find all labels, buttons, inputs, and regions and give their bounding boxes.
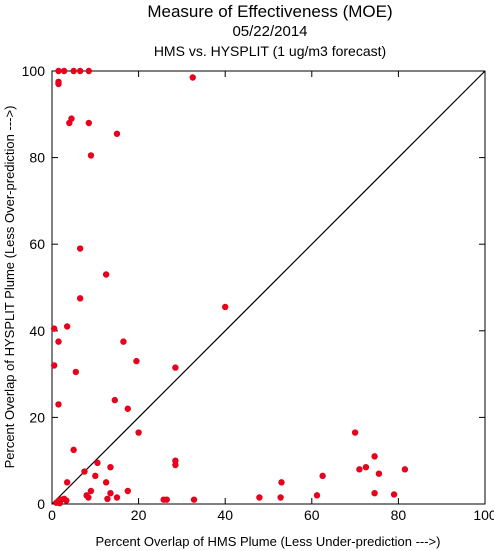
- data-point: [60, 67, 68, 75]
- data-point: [356, 466, 363, 473]
- data-point: [256, 494, 263, 501]
- data-point: [76, 67, 84, 75]
- data-point: [133, 357, 140, 365]
- data-point: [124, 487, 131, 495]
- data-point: [70, 446, 77, 454]
- data-point: [371, 453, 378, 460]
- data-point: [85, 119, 93, 127]
- plot-frame: [51, 70, 486, 505]
- data-point: [107, 489, 114, 497]
- chart-subtitle: HMS vs. HYSPLIT (1 ug/m3 forecast): [153, 43, 387, 59]
- data-point: [135, 429, 142, 436]
- data-point: [50, 362, 58, 369]
- data-point: [92, 472, 99, 480]
- data-point: [81, 468, 88, 475]
- data-point: [278, 479, 285, 486]
- data-point: [55, 401, 62, 408]
- data-point: [172, 457, 179, 464]
- x-tick-label: 0: [48, 507, 56, 523]
- x-tick-label: 40: [217, 507, 233, 523]
- y-tick-label: 80: [29, 150, 45, 166]
- data-point: [68, 115, 75, 122]
- data-point: [351, 429, 359, 436]
- data-point: [124, 405, 131, 412]
- data-point: [113, 494, 121, 501]
- data-point: [277, 494, 284, 501]
- data-point: [190, 496, 198, 503]
- data-point: [56, 499, 63, 507]
- data-point: [104, 495, 111, 503]
- data-points: [50, 67, 409, 507]
- data-point: [102, 271, 110, 278]
- data-point: [362, 463, 370, 471]
- y-tick-label: 20: [29, 409, 45, 425]
- data-point: [113, 130, 121, 137]
- data-point: [222, 303, 229, 311]
- data-point: [102, 479, 110, 486]
- data-point: [163, 496, 170, 503]
- data-point: [83, 492, 90, 499]
- y-tick-label: 100: [22, 63, 46, 79]
- data-point: [76, 295, 84, 302]
- data-point: [94, 459, 101, 467]
- data-point: [55, 338, 62, 345]
- chart-date: 05/22/2014: [232, 23, 308, 40]
- y-axis-label: Percent Overlap of HYSPLIT Plume (Less O…: [2, 106, 17, 469]
- y-tick-label: 40: [29, 323, 45, 339]
- data-point: [319, 472, 326, 480]
- y-tick-label: 60: [29, 236, 45, 252]
- y-axis: 0 20 40 60 80 100: [22, 63, 485, 512]
- data-point: [172, 364, 179, 371]
- data-point: [189, 74, 196, 81]
- data-point: [63, 323, 71, 330]
- data-point: [50, 325, 58, 332]
- data-point: [111, 396, 118, 404]
- data-point: [55, 67, 62, 75]
- data-point: [371, 489, 378, 497]
- data-point: [70, 67, 77, 75]
- data-point: [375, 470, 383, 477]
- x-axis-label: Percent Overlap of HMS Plume (Less Under…: [96, 534, 441, 549]
- data-point: [63, 497, 70, 504]
- data-point: [87, 152, 95, 159]
- data-point: [107, 463, 114, 471]
- x-tick-label: 60: [304, 507, 320, 523]
- chart-title: Measure of Effectiveness (MOE): [147, 2, 393, 21]
- x-tick-label: 20: [131, 507, 147, 523]
- data-point: [87, 487, 95, 495]
- data-point: [72, 368, 80, 376]
- x-tick-label: 80: [391, 507, 407, 523]
- data-point: [390, 491, 398, 498]
- data-point: [76, 245, 84, 252]
- data-point: [63, 479, 71, 486]
- data-point: [120, 338, 127, 345]
- data-point: [55, 78, 62, 86]
- data-point: [401, 466, 409, 473]
- data-point: [313, 492, 321, 499]
- identity-line: [51, 70, 486, 505]
- y-tick-label: 0: [37, 496, 45, 512]
- data-point: [85, 67, 93, 75]
- x-tick-label: 100: [473, 507, 494, 523]
- x-axis: 0 20 40 60 80 100: [48, 71, 494, 523]
